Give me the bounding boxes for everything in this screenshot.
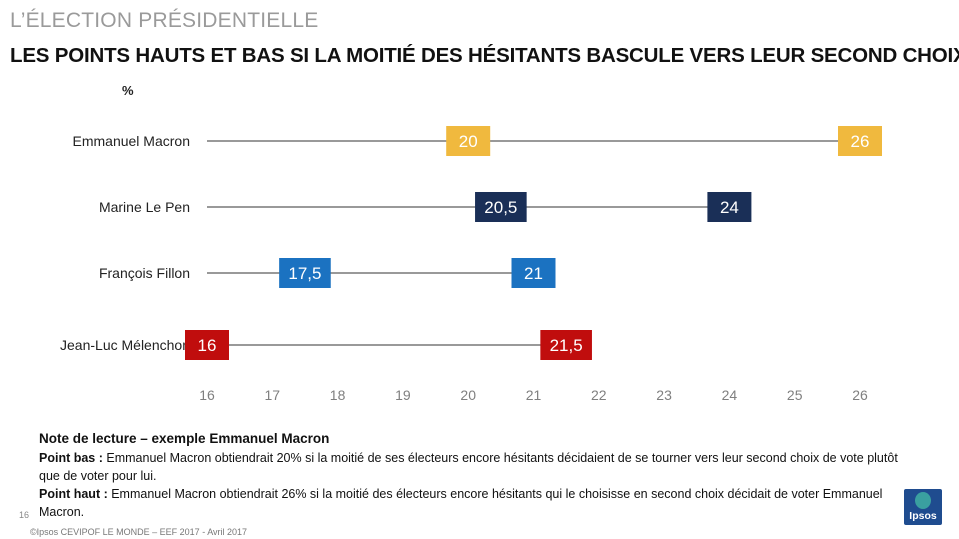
note-low-label: Point bas : — [39, 451, 103, 465]
x-tick-label: 16 — [199, 387, 215, 403]
low-point-label: 20 — [459, 132, 478, 151]
x-tick-label: 25 — [787, 387, 803, 403]
low-point-box — [446, 126, 491, 156]
x-tick-label: 18 — [330, 387, 346, 403]
unit-label: % — [122, 83, 134, 98]
x-tick-label: 19 — [395, 387, 411, 403]
high-point-label: 24 — [720, 198, 739, 217]
logo-mark-icon — [915, 492, 931, 509]
reading-note: Note de lecture – exemple Emmanuel Macro… — [39, 430, 899, 521]
x-tick-label: 23 — [656, 387, 672, 403]
note-low-text: Emmanuel Macron obtiendrait 20% si la mo… — [39, 451, 898, 483]
category-label: Jean-Luc Mélenchon — [60, 337, 190, 353]
x-tick-label: 22 — [591, 387, 607, 403]
category-label: François Fillon — [99, 265, 190, 281]
page-number: 16 — [19, 510, 30, 520]
low-point-label: 16 — [198, 336, 217, 355]
high-point-box — [540, 330, 592, 360]
note-low: Point bas : Emmanuel Macron obtiendrait … — [39, 449, 899, 485]
category-label: Emmanuel Macron — [73, 133, 191, 149]
note-high: Point haut : Emmanuel Macron obtiendrait… — [39, 485, 899, 521]
x-tick-label: 20 — [460, 387, 476, 403]
footer-credit: ©Ipsos CEVIPOF LE MONDE – EEF 2017 - Avr… — [30, 527, 248, 537]
low-point-box — [475, 192, 527, 222]
x-tick-label: 21 — [526, 387, 542, 403]
note-high-label: Point haut : — [39, 487, 108, 501]
high-point-label: 21 — [524, 264, 543, 283]
note-high-text: Emmanuel Macron obtiendrait 26% si la mo… — [39, 487, 883, 519]
x-tick-label: 24 — [722, 387, 738, 403]
low-point-label: 17,5 — [288, 264, 321, 283]
low-point-label: 20,5 — [484, 198, 517, 217]
dumbbell-chart: % 16 17 18 19 20 21 22 23 24 25 26 Emmanuel Macron 20… — [60, 83, 882, 403]
logo-text: Ipsos — [909, 510, 937, 522]
page-title: LES POINTS HAUTS ET BAS SI LA MOITIÉ DES… — [10, 44, 959, 67]
high-point-box — [707, 192, 752, 222]
x-tick-label: 26 — [852, 387, 868, 403]
category-label: Marine Le Pen — [99, 199, 190, 215]
low-point-box — [185, 330, 229, 360]
high-point-label: 21,5 — [550, 336, 583, 355]
low-point-box — [279, 258, 331, 288]
high-point-box — [838, 126, 882, 156]
note-heading: Note de lecture – exemple Emmanuel Macro… — [39, 431, 330, 446]
x-tick-label: 17 — [265, 387, 281, 403]
section-kicker: L’ÉLECTION PRÉSIDENTIELLE — [10, 9, 319, 32]
high-point-label: 26 — [851, 132, 870, 151]
ipsos-logo: Ipsos — [904, 489, 942, 525]
high-point-box — [511, 258, 556, 288]
